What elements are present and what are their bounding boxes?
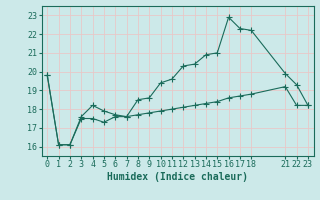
X-axis label: Humidex (Indice chaleur): Humidex (Indice chaleur) [107, 172, 248, 182]
